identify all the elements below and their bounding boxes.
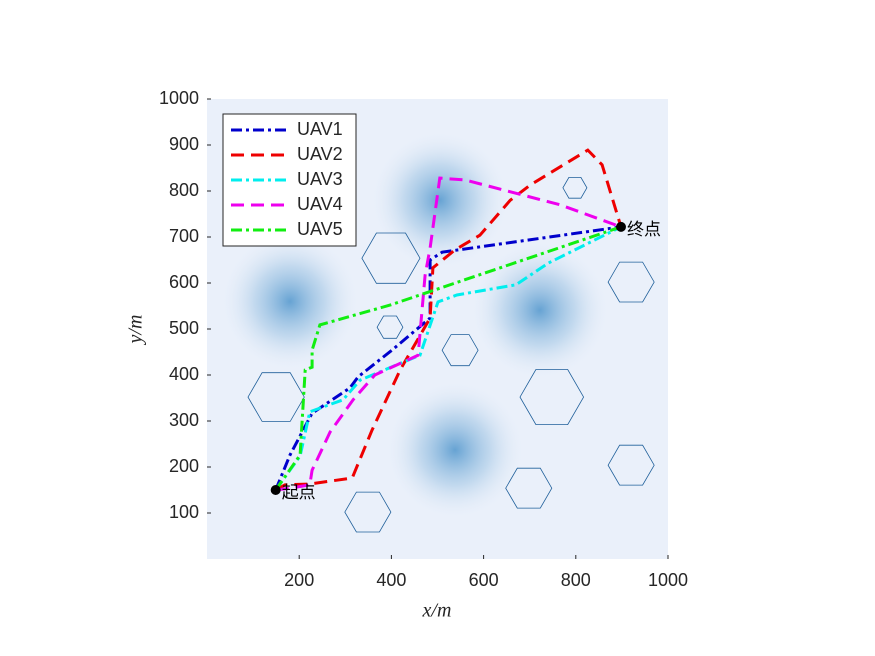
end-point	[615, 221, 626, 232]
y-tick-label: 200	[169, 456, 199, 476]
threat-zone	[369, 130, 510, 271]
obstacle	[247, 372, 305, 422]
y-tick-label: 1000	[159, 88, 199, 108]
obstacle	[441, 334, 479, 367]
x-tick-label: 400	[376, 570, 406, 590]
y-tick-label: 900	[169, 134, 199, 154]
obstacle	[376, 315, 404, 339]
obstacle	[607, 444, 655, 486]
x-tick-label: 1000	[648, 570, 688, 590]
start-label: 起点	[282, 483, 316, 503]
x-tick-label: 600	[469, 570, 499, 590]
x-tick-label: 800	[561, 570, 591, 590]
obstacle	[505, 467, 553, 509]
y-tick-label: 300	[169, 410, 199, 430]
x-axis-label: x/m	[422, 600, 452, 622]
y-tick-label: 100	[169, 502, 199, 522]
x-tick-label: 200	[284, 570, 314, 590]
background-layer	[219, 130, 610, 520]
legend-label: UAV2	[297, 144, 343, 164]
obstacle	[519, 369, 585, 426]
start-point	[270, 485, 281, 495]
obstacle-layer	[247, 176, 655, 533]
y-tick-label: 800	[169, 180, 199, 200]
obstacle	[344, 491, 392, 533]
obstacle	[607, 261, 655, 303]
legend-label: UAV3	[297, 169, 343, 189]
obstacle	[562, 176, 588, 199]
threat-zone	[219, 231, 360, 372]
legend-label: UAV5	[297, 219, 343, 239]
uav-path	[274, 225, 622, 491]
legend-box	[222, 113, 357, 247]
y-tick-label: 700	[169, 226, 199, 246]
obstacle	[361, 232, 421, 284]
y-axis-label: y/m	[125, 315, 147, 346]
threat-zone	[385, 379, 526, 520]
y-tick-label: 400	[169, 364, 199, 384]
threat-zone	[469, 240, 610, 381]
uav-path	[274, 225, 622, 491]
uav-path	[274, 225, 622, 491]
y-tick-label: 500	[169, 318, 199, 338]
line-layer	[274, 148, 623, 492]
y-tick-label: 600	[169, 272, 199, 292]
end-label: 终点	[627, 220, 661, 240]
uav-path	[275, 176, 622, 492]
uav-path	[274, 148, 623, 492]
legend-label: UAV1	[297, 119, 343, 139]
legend-label: UAV4	[297, 194, 343, 214]
